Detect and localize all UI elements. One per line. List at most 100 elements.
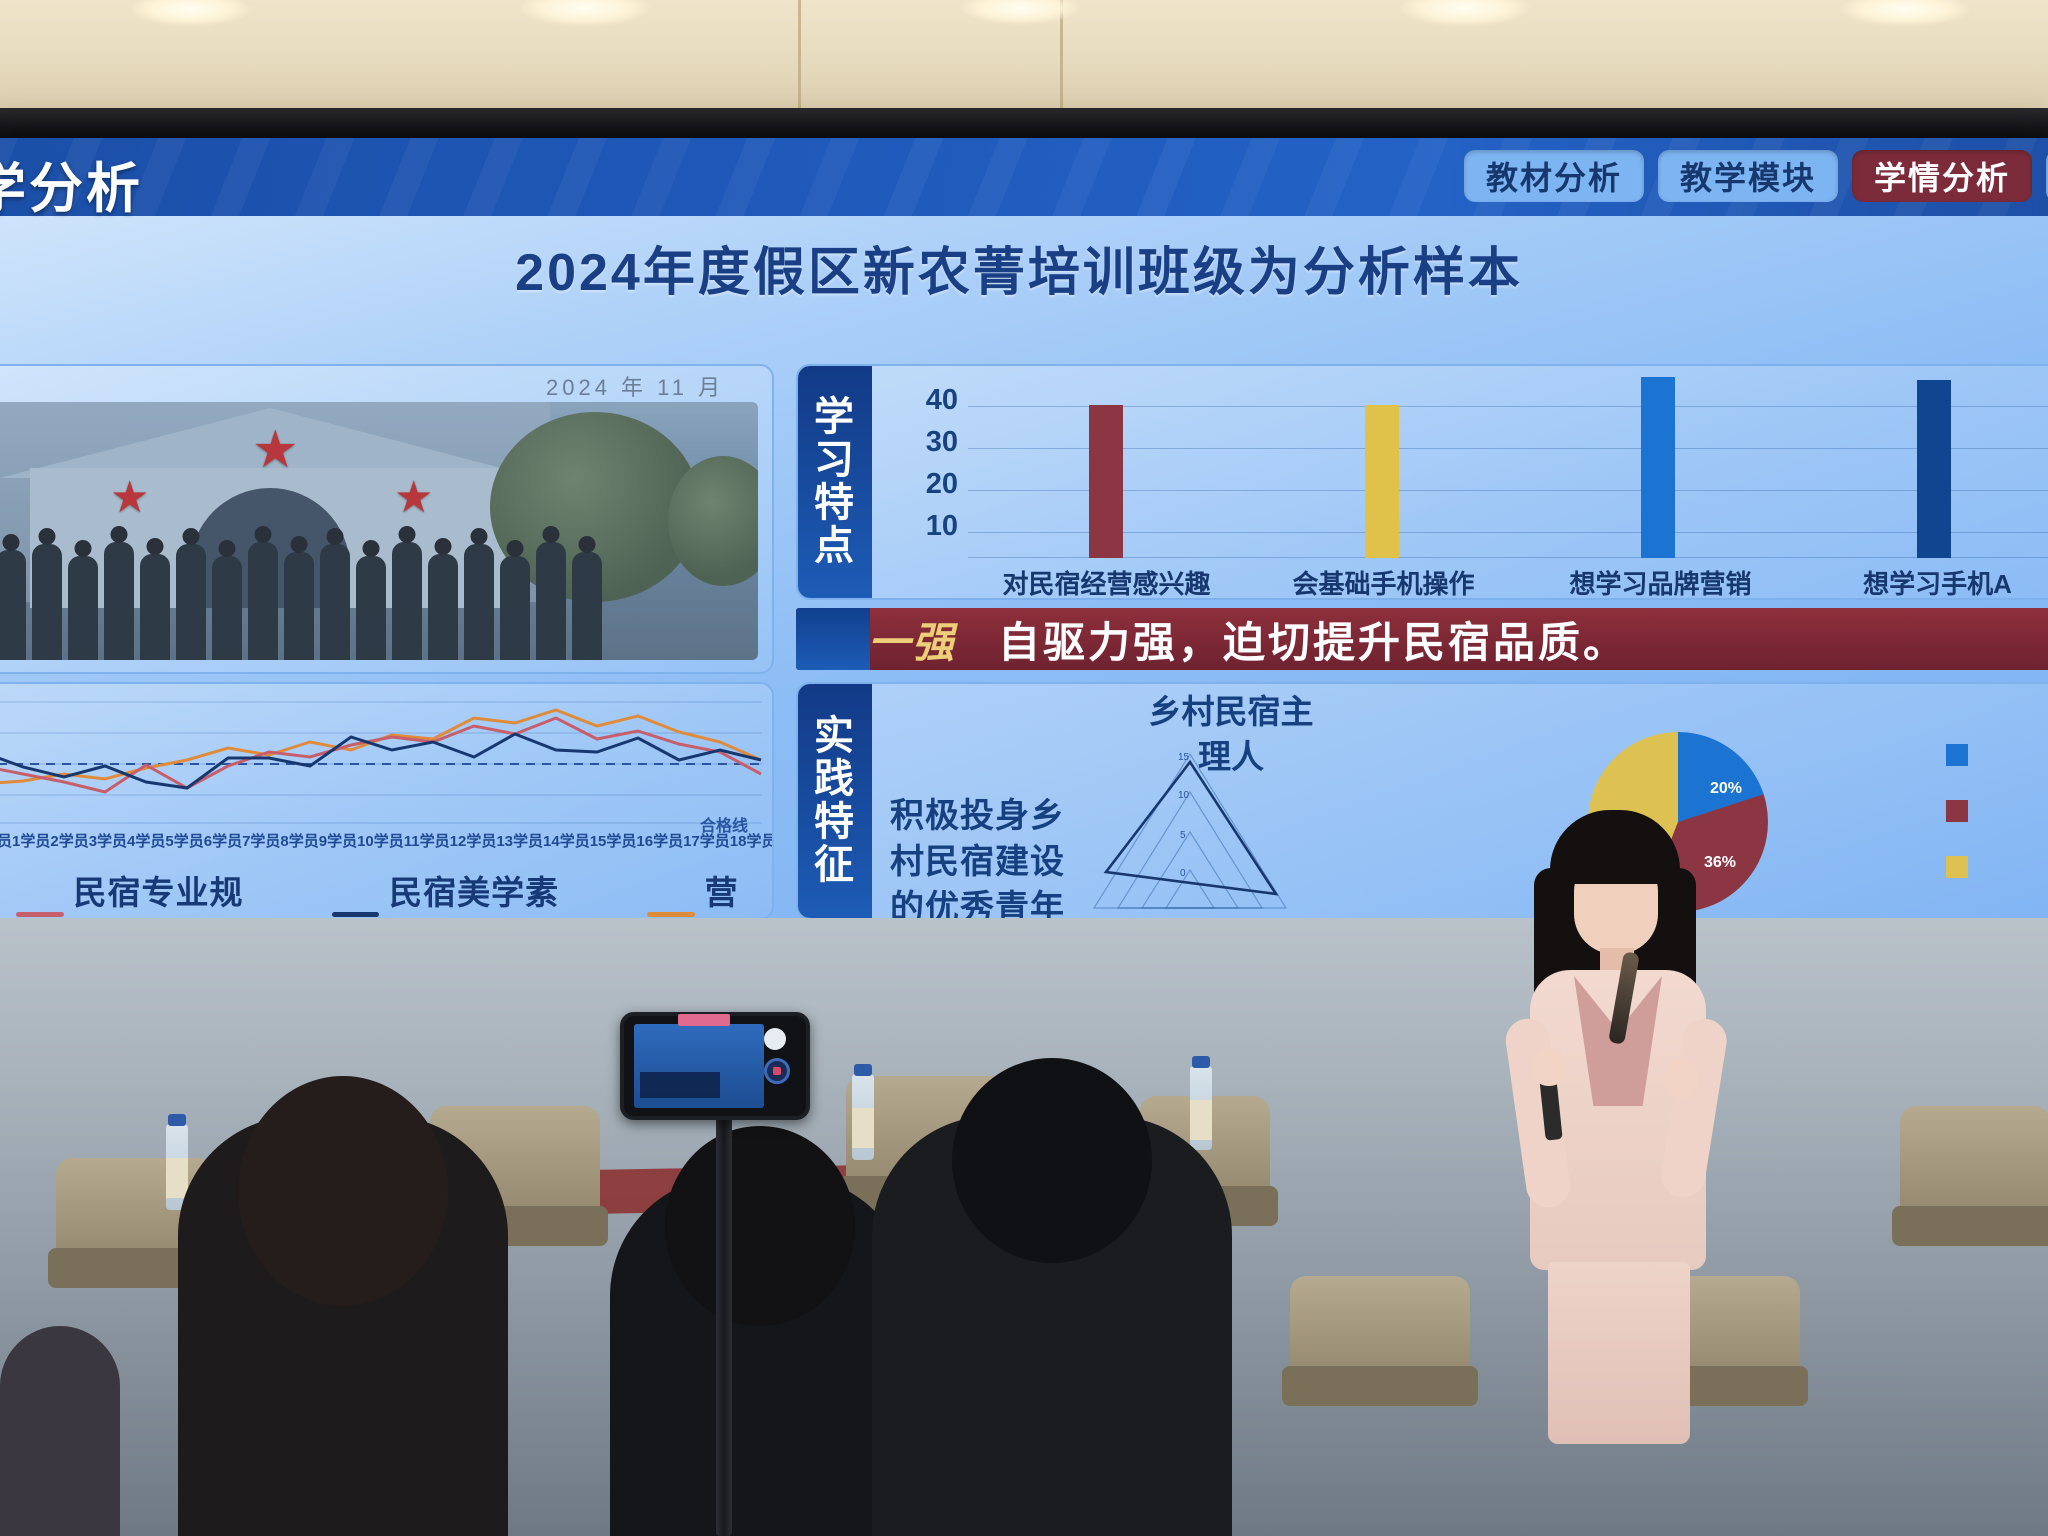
x-tick: 学员16: [606, 833, 654, 850]
side-label-char: 践: [814, 756, 856, 801]
x-tick: 学员3: [58, 833, 98, 850]
banner-tag-strength: 一强: [868, 618, 957, 666]
side-label-char: 实: [814, 713, 856, 758]
gridline: [968, 532, 2048, 533]
line-chart-plot: 合格线: [0, 692, 762, 835]
tab-teaching-module[interactable]: 教学模块: [1657, 150, 1838, 202]
side-label-char: 特: [814, 800, 856, 844]
bar-phone-app: [1917, 380, 1951, 558]
learning-traits-panel: 学 习 特 点 40 30 20 10: [796, 364, 2048, 600]
svg-text:10: 10: [1178, 790, 1190, 801]
panel-side-label-practice-traits: 实 践 特 征: [798, 684, 872, 918]
bar-x-label: 想学习手机A: [1863, 569, 2012, 599]
ceiling-light: [1840, 0, 1970, 26]
practice-traits-panel: 实 践 特 征 积极投身乡 村民宿建设 的优秀青年 乡村民宿主 理人: [796, 682, 2048, 918]
x-tick: 学员2: [20, 833, 59, 850]
radar-title-line: 理人: [1198, 737, 1264, 775]
chair: [1282, 1276, 1478, 1406]
bar-chart-y-axis: 40 30 20 10: [902, 384, 958, 542]
slide-tab-bar[interactable]: 教材分析 教学模块 学情分析 口: [1463, 150, 2048, 202]
presenter-skirt: [1548, 1262, 1690, 1444]
tab-teaching-material[interactable]: 教材分析: [1463, 150, 1644, 202]
legend-item-marketing: 营销: [647, 866, 772, 918]
tree-icon: [668, 456, 758, 586]
ceiling-light: [130, 0, 250, 26]
legend-label: 营销: [704, 874, 739, 911]
gridline: [968, 557, 2048, 558]
audience-member: [178, 1076, 508, 1536]
wall-trim: [0, 108, 2048, 142]
radar-chart-title: 乡村民宿主 理人: [1066, 690, 1396, 779]
banner-strength: 一强 自驱力强，迫切提升民宿品质。: [796, 608, 2048, 670]
legend-swatch: [1946, 856, 1968, 878]
practice-description-line: 村民宿建设: [890, 842, 1065, 881]
legend-swatch-line: [16, 911, 64, 917]
bar-interest-in-homestay: [1089, 405, 1123, 558]
side-label-char: 特: [814, 481, 856, 525]
tab-next[interactable]: 口: [2045, 150, 2048, 202]
audience-member: [872, 1058, 1232, 1536]
phone-shutter-button[interactable]: [764, 1028, 786, 1050]
radar-chart: 15 10 5 0: [1078, 746, 1398, 918]
line-chart: 合格线 学员1 学员2 学员3 学员4 学员5 学员6 学员7 学员8 学员9 …: [0, 684, 772, 918]
chair: [1892, 1106, 2048, 1246]
side-label-char: 习: [814, 437, 856, 482]
presenter-bangs: [1566, 838, 1668, 884]
legend-label: 民宿美学素养: [389, 874, 560, 911]
bar-chart-x-labels: 对民宿经营感兴趣 会基础手机操作 想学习品牌营销 想学习手机A: [968, 564, 2048, 599]
legend-swatch: [1946, 744, 1968, 766]
phone-record-button[interactable]: [764, 1058, 790, 1084]
gridline: [968, 448, 2048, 449]
svg-text:5: 5: [1180, 830, 1186, 841]
water-bottle: [166, 1114, 188, 1210]
side-label-char: 学: [814, 394, 856, 439]
pie-chart-legend: [1946, 744, 1980, 878]
y-tick: 40: [925, 384, 958, 416]
bar-cell: [968, 376, 1244, 558]
practice-description-line: 的优秀青年: [890, 888, 1065, 918]
legend-label: 民宿专业规范: [73, 874, 244, 911]
slide-header-title: 学分析: [0, 159, 143, 219]
line-chart-legend: 民宿专业规范 民宿美学素养 营销: [16, 866, 772, 918]
line-chart-svg: [0, 701, 762, 824]
x-tick: 学员7: [212, 833, 251, 850]
legend-item-aesthetic-literacy: 民宿美学素养: [331, 866, 592, 918]
bar-series: [968, 376, 2048, 558]
x-tick: 学员1: [0, 833, 21, 850]
bar-cell: [1244, 376, 1520, 558]
presenter-hand-left: [1532, 1048, 1566, 1086]
svg-text:0: 0: [1180, 868, 1186, 879]
y-tick: 10: [925, 510, 958, 542]
bar-chart: 40 30 20 10: [872, 366, 2048, 598]
side-label-char: 征: [814, 843, 856, 888]
bar-x-label: 想学习品牌营销: [1569, 569, 1752, 599]
legend-swatch-line: [647, 911, 695, 917]
x-tick: 学员17: [653, 833, 700, 850]
tab-learner-analysis[interactable]: 学情分析: [1851, 150, 2032, 202]
x-tick: 学员14: [513, 833, 560, 850]
line-chart-x-axis: 学员1 学员2 学员3 学员4 学员5 学员6 学员7 学员8 学员9 学员10…: [0, 830, 772, 852]
slide-body: 2024年度假区新农菁培训班级为分析样本 2024 年 11 月 ★ ★ ★: [0, 216, 2048, 918]
presenter-hand-right: [1664, 1060, 1698, 1098]
x-tick: 学员13: [466, 833, 514, 850]
recording-phone[interactable]: [620, 1012, 810, 1120]
pass-line-annotation: 合格线: [699, 818, 748, 835]
x-tick: 学员4: [97, 833, 136, 850]
projection-screen: 学分析 教材分析 教学模块 学情分析 口 2024年度假区新农菁培训班级为分析样…: [0, 138, 2048, 918]
crowd-of-students: [0, 526, 758, 660]
class-photo-panel: 2024 年 11 月 ★ ★ ★: [0, 364, 774, 674]
presenter: [1502, 810, 1730, 1460]
bar-x-label: 对民宿经营感兴趣: [1002, 569, 1211, 599]
water-bottle: [852, 1064, 874, 1160]
svg-text:15: 15: [1178, 752, 1190, 763]
student-score-line-chart-panel: 合格线 学员1 学员2 学员3 学员4 学员5 学员6 学员7 学员8 学员9 …: [0, 682, 774, 918]
x-tick: 学员9: [288, 833, 328, 850]
gridline: [968, 490, 2048, 491]
star-icon: ★: [394, 473, 434, 522]
ceiling-seam: [798, 0, 801, 122]
photo-date-caption: 2024 年 11 月: [546, 375, 725, 400]
ceiling-seam: [1060, 0, 1063, 122]
radar-title-line: 乡村民宿主: [1148, 693, 1314, 730]
x-tick: 学员5: [135, 833, 174, 850]
